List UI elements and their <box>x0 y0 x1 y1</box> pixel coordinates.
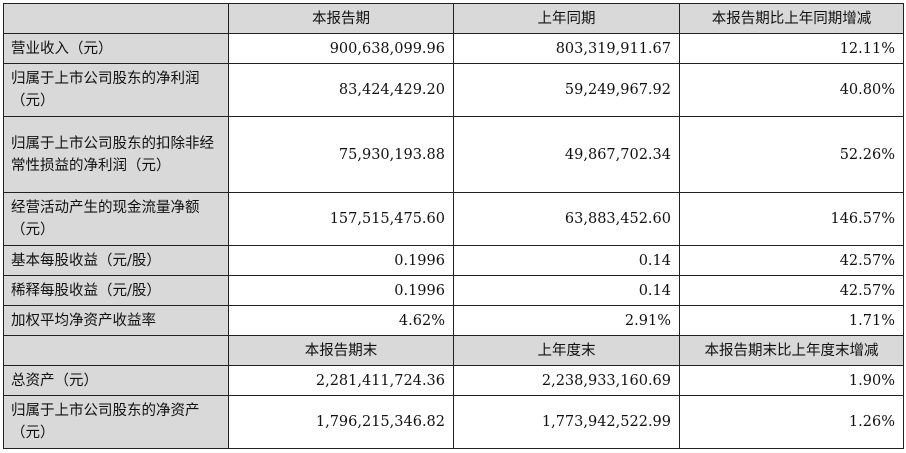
header-cell <box>3 3 229 34</box>
prior-value: 63,883,452.60 <box>453 192 680 246</box>
current-value: 0.1996 <box>228 275 454 306</box>
header-cell: 上年度末 <box>453 335 680 366</box>
prior-value: 2.91% <box>453 305 680 336</box>
table-row: 归属于上市公司股东的净资产（元） 1,796,215,346.82 1,773,… <box>3 395 904 449</box>
current-value: 4.62% <box>228 305 454 336</box>
prior-value: 0.14 <box>453 275 680 306</box>
header-cell: 本报告期比上年同期增减 <box>679 3 904 34</box>
row-label: 稀释每股收益（元/股） <box>3 275 229 306</box>
prior-value: 2,238,933,160.69 <box>453 365 680 396</box>
table-row: 营业收入（元） 900,638,099.96 803,319,911.67 12… <box>3 33 904 64</box>
change-value: 1.90% <box>679 365 904 396</box>
current-value: 83,424,429.20 <box>228 63 454 117</box>
header-cell: 上年同期 <box>453 3 680 34</box>
prior-value: 59,249,967.92 <box>453 63 680 117</box>
change-value: 40.80% <box>679 63 904 117</box>
prior-value: 49,867,702.34 <box>453 116 680 193</box>
current-value: 157,515,475.60 <box>228 192 454 246</box>
prior-value: 1,773,942,522.99 <box>453 395 680 449</box>
prior-value: 0.14 <box>453 245 680 276</box>
change-value: 42.57% <box>679 275 904 306</box>
current-value: 0.1996 <box>228 245 454 276</box>
header-cell <box>3 335 229 366</box>
header-row: 本报告期 上年同期 本报告期比上年同期增减 <box>3 3 904 34</box>
header-cell: 本报告期 <box>228 3 454 34</box>
row-label: 基本每股收益（元/股） <box>3 245 229 276</box>
financial-summary-table: 本报告期 上年同期 本报告期比上年同期增减 营业收入（元） 900,638,09… <box>3 3 904 449</box>
current-value: 900,638,099.96 <box>228 33 454 64</box>
row-label: 归属于上市公司股东的扣除非经常性损益的净利润（元） <box>3 116 229 193</box>
row-label: 营业收入（元） <box>3 33 229 64</box>
table-row: 归属于上市公司股东的扣除非经常性损益的净利润（元） 75,930,193.88 … <box>3 116 904 193</box>
change-value: 1.26% <box>679 395 904 449</box>
current-value: 1,796,215,346.82 <box>228 395 454 449</box>
table-row: 加权平均净资产收益率 4.62% 2.91% 1.71% <box>3 305 904 336</box>
table-row: 稀释每股收益（元/股） 0.1996 0.14 42.57% <box>3 275 904 306</box>
table-row: 归属于上市公司股东的净利润（元） 83,424,429.20 59,249,96… <box>3 63 904 117</box>
header-cell: 本报告期末比上年度末增减 <box>679 335 904 366</box>
change-value: 146.57% <box>679 192 904 246</box>
row-label: 经营活动产生的现金流量净额（元） <box>3 192 229 246</box>
row-label: 总资产（元） <box>3 365 229 396</box>
current-value: 75,930,193.88 <box>228 116 454 193</box>
row-label: 归属于上市公司股东的净利润（元） <box>3 63 229 117</box>
row-label: 加权平均净资产收益率 <box>3 305 229 336</box>
change-value: 52.26% <box>679 116 904 193</box>
table-row: 经营活动产生的现金流量净额（元） 157,515,475.60 63,883,4… <box>3 192 904 246</box>
change-value: 1.71% <box>679 305 904 336</box>
row-label: 归属于上市公司股东的净资产（元） <box>3 395 229 449</box>
change-value: 42.57% <box>679 245 904 276</box>
prior-value: 803,319,911.67 <box>453 33 680 64</box>
table-row: 基本每股收益（元/股） 0.1996 0.14 42.57% <box>3 245 904 276</box>
current-value: 2,281,411,724.36 <box>228 365 454 396</box>
header-row: 本报告期末 上年度末 本报告期末比上年度末增减 <box>3 335 904 366</box>
change-value: 12.11% <box>679 33 904 64</box>
table-row: 总资产（元） 2,281,411,724.36 2,238,933,160.69… <box>3 365 904 396</box>
header-cell: 本报告期末 <box>228 335 454 366</box>
